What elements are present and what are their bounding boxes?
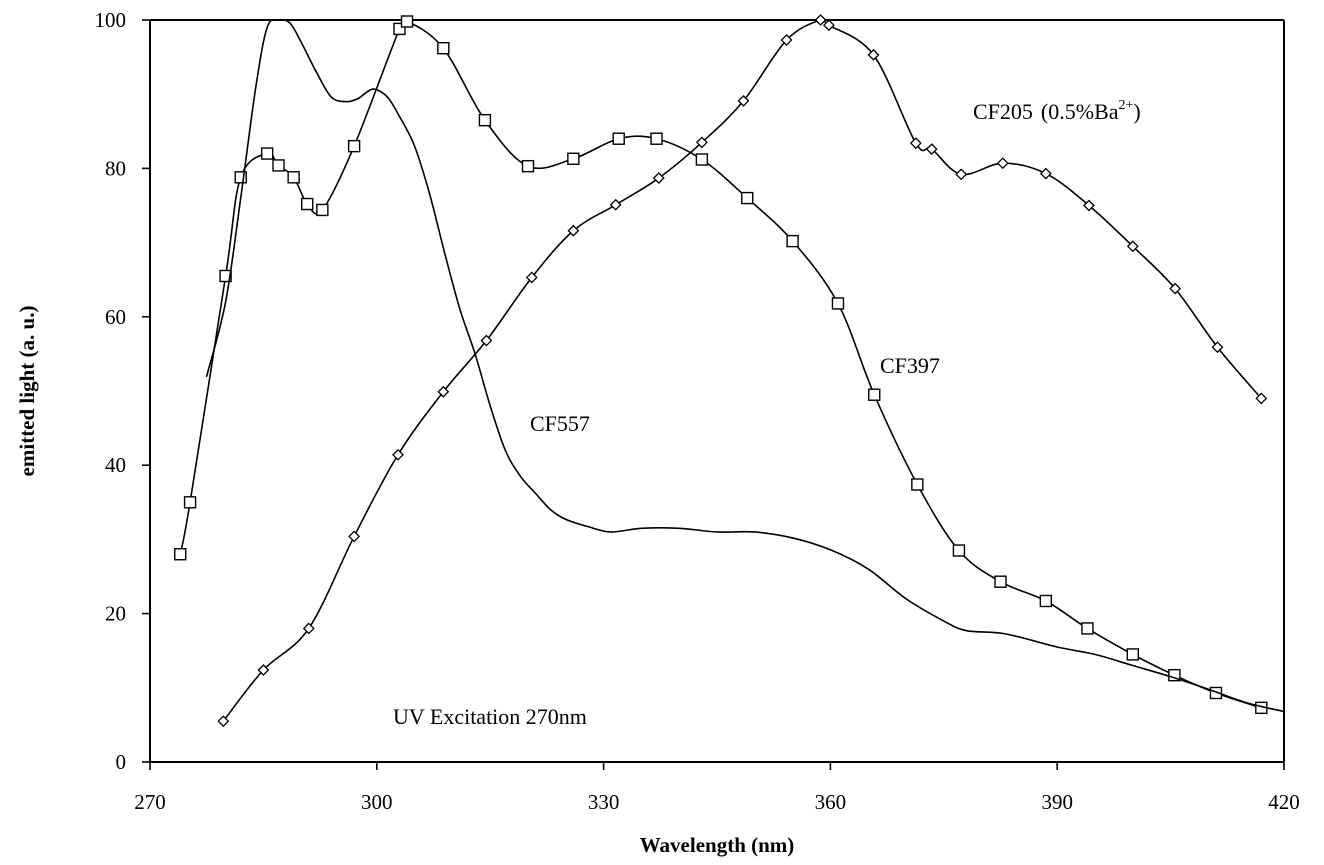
data-point-cf205-0-5-ba2 bbox=[695, 136, 708, 149]
x-tick-label: 300 bbox=[361, 790, 393, 814]
data-point-cf397 bbox=[1126, 648, 1140, 661]
data-point-cf205-0-5-ba2 bbox=[609, 198, 622, 211]
x-ticks: 270 300 330 360 390 420 bbox=[134, 762, 1300, 814]
x-tick-label: 270 bbox=[134, 790, 166, 814]
x-tick-label: 330 bbox=[588, 790, 620, 814]
y-tick-label: 0 bbox=[116, 750, 127, 774]
data-point-cf397 bbox=[301, 197, 314, 211]
data-point-cf205-0-5-ba2 bbox=[814, 14, 827, 26]
data-point-cf205-0-5-ba2 bbox=[1211, 341, 1224, 354]
data-point-cf397 bbox=[316, 203, 329, 217]
data-point-cf397 bbox=[911, 478, 924, 491]
data-point-cf397 bbox=[567, 152, 580, 165]
data-point-cf397 bbox=[478, 113, 492, 127]
data-point-cf205-0-5-ba2 bbox=[480, 334, 493, 347]
data-point-cf205-0-5-ba2 bbox=[925, 143, 938, 156]
data-point-cf397 bbox=[521, 159, 535, 173]
x-tick-label: 360 bbox=[815, 790, 847, 814]
data-point-cf205-0-5-ba2 bbox=[652, 172, 665, 184]
data-point-cf397 bbox=[219, 269, 232, 283]
cf205-label-close: ) bbox=[1133, 99, 1140, 124]
excitation-label: UV Excitation 270nm bbox=[393, 704, 587, 729]
y-tick-label: 80 bbox=[105, 156, 126, 180]
data-point-cf397 bbox=[695, 153, 709, 166]
data-point-cf397 bbox=[650, 132, 663, 145]
data-point-cf205-0-5-ba2 bbox=[348, 530, 361, 543]
data-point-cf397 bbox=[994, 575, 1007, 588]
data-point-cf205-0-5-ba2 bbox=[996, 157, 1009, 170]
x-tick-label: 390 bbox=[1041, 790, 1073, 814]
data-point-cf397 bbox=[347, 139, 361, 153]
y-tick-label: 60 bbox=[105, 305, 126, 329]
data-point-cf205-0-5-ba2 bbox=[1255, 392, 1268, 405]
data-point-cf397 bbox=[786, 234, 799, 248]
data-point-cf397 bbox=[287, 171, 300, 184]
data-point-cf397 bbox=[393, 22, 406, 36]
y-axis-title: emitted light (a. u.) bbox=[15, 306, 39, 477]
data-point-cf205-0-5-ba2 bbox=[780, 34, 793, 46]
series-layer bbox=[174, 14, 1285, 728]
series-cf205-0-5-ba2 bbox=[217, 14, 1268, 728]
data-point-cf397 bbox=[741, 191, 754, 205]
data-point-cf205-0-5-ba2 bbox=[1039, 167, 1052, 180]
data-point-cf205-0-5-ba2 bbox=[909, 137, 922, 150]
data-point-cf205-0-5-ba2 bbox=[737, 94, 750, 107]
y-ticks: 0 20 40 60 80 100 bbox=[95, 8, 150, 774]
data-point-cf397 bbox=[260, 147, 274, 160]
data-point-cf205-0-5-ba2 bbox=[525, 271, 538, 284]
data-point-cf205-0-5-ba2 bbox=[257, 664, 270, 676]
data-point-cf205-0-5-ba2 bbox=[955, 168, 968, 181]
data-point-cf397 bbox=[234, 171, 247, 184]
data-point-cf397 bbox=[952, 544, 966, 557]
x-tick-label: 420 bbox=[1268, 790, 1300, 814]
cf205-label-name: CF205 bbox=[973, 99, 1033, 124]
data-point-cf205-0-5-ba2 bbox=[567, 224, 580, 237]
cf205-label-superscript: 2+ bbox=[1119, 98, 1134, 113]
cf205-label: CF205 (0.5%Ba2+) bbox=[973, 98, 1141, 124]
series-line-cf557 bbox=[205, 18, 1285, 713]
plot-frame bbox=[149, 19, 1285, 763]
data-point-cf397 bbox=[612, 132, 625, 145]
data-point-cf397 bbox=[437, 41, 450, 55]
data-point-cf397 bbox=[272, 159, 285, 172]
data-point-cf205-0-5-ba2 bbox=[437, 385, 450, 398]
y-tick-label: 20 bbox=[105, 602, 126, 626]
cf205-label-detail: (0.5%Ba bbox=[1041, 99, 1119, 124]
data-point-cf205-0-5-ba2 bbox=[217, 715, 230, 728]
data-point-cf397 bbox=[183, 496, 197, 509]
data-point-cf205-0-5-ba2 bbox=[1169, 282, 1182, 295]
data-point-cf397 bbox=[831, 297, 845, 310]
data-point-cf205-0-5-ba2 bbox=[1083, 199, 1095, 212]
cf557-label: CF557 bbox=[530, 411, 590, 436]
data-point-cf205-0-5-ba2 bbox=[392, 448, 404, 461]
data-point-cf397 bbox=[1209, 686, 1223, 700]
data-point-cf397 bbox=[400, 15, 414, 28]
x-axis-title: Wavelength (nm) bbox=[640, 833, 795, 857]
series-cf557 bbox=[205, 18, 1285, 713]
data-point-cf397 bbox=[1081, 622, 1094, 635]
data-point-cf205-0-5-ba2 bbox=[822, 19, 835, 32]
series-cf397 bbox=[174, 15, 1268, 715]
cf397-label: CF397 bbox=[880, 353, 940, 378]
series-line-cf205-0-5-ba2 bbox=[222, 18, 1263, 722]
data-point-cf205-0-5-ba2 bbox=[302, 622, 315, 635]
data-point-cf397 bbox=[868, 388, 881, 401]
y-tick-label: 40 bbox=[105, 453, 126, 477]
y-tick-label: 100 bbox=[95, 8, 127, 32]
data-point-cf205-0-5-ba2 bbox=[867, 48, 880, 61]
data-point-cf205-0-5-ba2 bbox=[1126, 240, 1139, 253]
data-point-cf397 bbox=[174, 548, 187, 561]
data-point-cf397 bbox=[1168, 668, 1181, 682]
data-point-cf397 bbox=[1039, 594, 1053, 608]
